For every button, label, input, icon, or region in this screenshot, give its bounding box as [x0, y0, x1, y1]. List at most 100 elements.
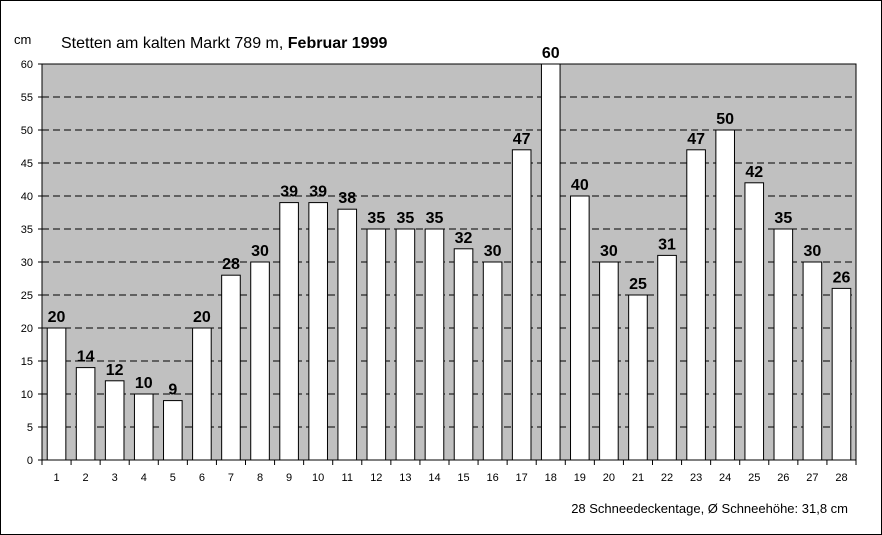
- bar: [511, 149, 532, 461]
- bar: [192, 327, 212, 461]
- data-label: 50: [716, 111, 734, 128]
- bars: [46, 63, 852, 461]
- data-label: 26: [833, 269, 851, 286]
- data-label: 30: [600, 243, 618, 260]
- x-tick-label: 12: [370, 472, 382, 484]
- x-tick-label: 23: [690, 472, 702, 484]
- data-label: 12: [106, 362, 124, 379]
- data-label: 38: [338, 190, 356, 207]
- data-label: 35: [367, 210, 385, 227]
- bar: [221, 274, 241, 461]
- x-tick-label: 24: [719, 472, 731, 484]
- x-axis-ticks: 1 2 3 4 5 6 7 8 9 10 11 12 13 14 15 16 17 18 19 20 21 22 23 24 2…: [41, 460, 857, 484]
- data-label: 35: [774, 210, 792, 227]
- bar: [424, 228, 445, 461]
- x-tick-label: 15: [457, 472, 469, 484]
- data-label: 20: [48, 309, 66, 326]
- x-tick-label: 3: [112, 472, 118, 484]
- bar: [279, 202, 299, 461]
- x-tick-label: 6: [199, 472, 205, 484]
- bar: [104, 380, 125, 461]
- x-tick-label: 28: [835, 472, 847, 484]
- data-label: 30: [803, 243, 821, 260]
- x-tick-label: 16: [486, 472, 498, 484]
- x-tick-label: 1: [53, 472, 59, 484]
- y-tick-label: 40: [21, 191, 33, 203]
- x-tick-label: 10: [312, 472, 324, 484]
- bar: [599, 261, 619, 461]
- x-tick-label: 22: [661, 472, 673, 484]
- grid-lines: [42, 63, 856, 428]
- bar: [46, 327, 67, 461]
- chart-title-month: Februar 1999: [288, 35, 388, 52]
- x-tick-label: 11: [342, 472, 353, 484]
- data-labels: 20 14 12 10 9 20 28 30 39 39 38 35 35 35 32 30 47 60 40 30 2…: [48, 45, 851, 399]
- chart-title: Stetten am kalten Markt 789 m, Februar 1…: [61, 35, 387, 52]
- chart-title-prefix: Stetten am kalten Markt 789 m,: [61, 35, 288, 52]
- chart-footer: 28 Schneedeckentage, Ø Schneehöhe: 31,8 …: [571, 501, 848, 516]
- y-axis-unit: cm: [14, 32, 31, 47]
- y-tick-label: 35: [21, 224, 33, 236]
- bar: [75, 367, 96, 461]
- data-label: 35: [426, 210, 444, 227]
- data-label: 47: [513, 131, 531, 148]
- data-label: 60: [542, 45, 560, 62]
- x-tick-label: 14: [428, 472, 440, 484]
- x-tick-label: 19: [574, 472, 586, 484]
- bar: [337, 208, 358, 461]
- data-label: 42: [745, 164, 763, 181]
- bar: [366, 228, 387, 461]
- y-tick-label: 55: [21, 92, 33, 104]
- x-tick-label: 7: [228, 472, 234, 484]
- data-label: 30: [484, 243, 502, 260]
- bar: [686, 149, 706, 461]
- x-tick-label: 21: [632, 472, 644, 484]
- data-label: 20: [193, 309, 211, 326]
- y-tick-label: 25: [21, 290, 33, 302]
- bar: [308, 202, 328, 461]
- y-axis-ticks: 0 5 10 15 20 25 30 35 40 45 50 55 60: [21, 59, 42, 467]
- y-tick-label: 0: [27, 455, 33, 467]
- data-label: 35: [396, 210, 414, 227]
- x-tick-label: 20: [603, 472, 615, 484]
- x-tick-label: 5: [170, 472, 176, 484]
- y-tick-label: 10: [21, 389, 33, 401]
- data-label: 40: [571, 177, 589, 194]
- x-tick-label: 25: [748, 472, 760, 484]
- bar: [773, 228, 794, 461]
- x-tick-label: 4: [141, 472, 147, 484]
- data-label: 9: [168, 382, 177, 399]
- bar: [802, 261, 823, 461]
- data-label: 25: [629, 276, 647, 293]
- x-tick-label: 8: [257, 472, 263, 484]
- bar: [715, 129, 735, 461]
- data-label: 10: [135, 375, 153, 392]
- y-tick-label: 50: [21, 125, 33, 137]
- bar: [133, 393, 154, 461]
- data-label: 39: [309, 184, 327, 201]
- bar: [395, 228, 416, 461]
- y-tick-label: 20: [21, 323, 33, 335]
- bar: [482, 261, 503, 461]
- bar: [163, 400, 183, 461]
- y-tick-label: 15: [21, 356, 33, 368]
- bar: [744, 182, 765, 461]
- data-label: 28: [222, 256, 240, 273]
- x-tick-label: 26: [777, 472, 789, 484]
- bar: [453, 248, 474, 461]
- data-label: 39: [280, 184, 298, 201]
- data-label: 30: [251, 243, 269, 260]
- y-tick-label: 45: [21, 158, 33, 170]
- bar: [250, 261, 270, 461]
- x-tick-label: 2: [83, 472, 89, 484]
- bar: [570, 195, 590, 461]
- bar: [628, 294, 648, 461]
- x-tick-label: 17: [516, 472, 528, 484]
- data-label: 14: [77, 349, 95, 366]
- x-tick-label: 27: [806, 472, 818, 484]
- y-tick-label: 60: [21, 59, 33, 71]
- data-label: 32: [455, 230, 473, 247]
- bar: [657, 254, 677, 461]
- x-tick-label: 9: [286, 472, 292, 484]
